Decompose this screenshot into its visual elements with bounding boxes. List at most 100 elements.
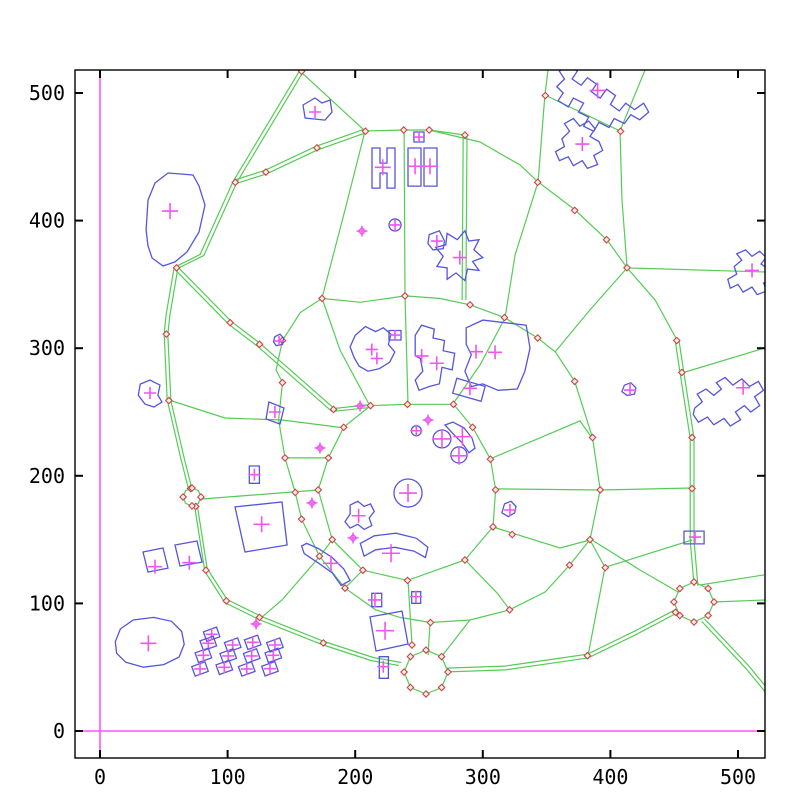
building-centroid-cross-marker: [453, 427, 472, 446]
building-centroid-cross-marker: [377, 660, 390, 673]
road-node-marker: [586, 535, 594, 544]
road-node-marker: [669, 598, 678, 606]
road-node-marker: [443, 668, 452, 677]
building-centroid-cross-marker: [194, 662, 207, 675]
building-outline: [371, 592, 383, 608]
road-node-marker: [297, 515, 306, 524]
building-outline: [264, 647, 283, 664]
road-line: [428, 129, 539, 183]
building-outline: [427, 229, 446, 251]
road-line-dual: [446, 609, 675, 669]
road-node-marker: [583, 651, 592, 660]
point-feature-cross-marker: [306, 497, 318, 509]
building-centroid-cross-marker: [462, 381, 477, 396]
road-line: [321, 297, 371, 407]
road-node-marker: [201, 566, 210, 575]
building-centroid-cross-marker: [263, 662, 276, 675]
building-centroid-cross-marker: [399, 484, 418, 503]
road-node-marker: [297, 70, 306, 76]
road-node-marker: [341, 584, 349, 593]
road-line: [591, 539, 679, 593]
building-outline: [215, 659, 234, 676]
road-node-marker: [570, 206, 579, 215]
road-node-marker: [314, 485, 323, 494]
building-outline: [137, 379, 163, 408]
road-node-marker: [500, 313, 509, 322]
road-line: [544, 94, 621, 132]
building-outline: [434, 229, 485, 282]
building-outline: [344, 500, 376, 531]
road-node-marker: [677, 368, 686, 377]
road-line: [627, 267, 765, 273]
road-line: [537, 70, 549, 182]
road-line: [492, 526, 591, 549]
building-centroid-cross-marker: [452, 250, 467, 265]
building-outline: [265, 637, 285, 653]
road-node-marker: [179, 493, 188, 501]
building-outline: [219, 647, 238, 664]
building-outline: [302, 97, 333, 121]
road-node-marker: [188, 484, 196, 493]
road-line: [699, 574, 765, 586]
building-centroid-cross-marker: [267, 649, 280, 662]
building-outline: [423, 147, 438, 187]
road-line-dual: [701, 620, 765, 692]
building-outline: [407, 147, 422, 187]
building-outline: [359, 532, 429, 559]
y-axis-tick-label: 200: [29, 464, 65, 488]
building-centroid-cross-marker: [197, 649, 210, 662]
road-line-dual: [234, 128, 365, 181]
building-centroid-cross-marker: [140, 635, 157, 652]
point-feature-cross-marker: [356, 225, 368, 237]
road-line-dual: [167, 72, 304, 489]
road-node-marker: [261, 168, 270, 177]
road-node-marker: [541, 91, 550, 100]
road-node-marker: [508, 530, 517, 539]
building-outline: [243, 634, 262, 651]
x-axis-tick-label: 500: [720, 765, 756, 789]
road-node-marker: [422, 646, 430, 655]
building-centroid-cross-marker: [421, 158, 438, 175]
road-node-marker: [188, 501, 196, 510]
building-centroid-cross-marker: [268, 406, 281, 418]
building-centroid-cross-marker: [162, 203, 179, 220]
road-line: [464, 559, 511, 611]
road-node-marker: [688, 484, 697, 493]
road-line-dual: [674, 340, 695, 587]
road-node-marker: [162, 330, 171, 339]
map-layer: [75, 70, 765, 758]
building-outline: [369, 610, 409, 652]
building-centroid-cross-marker: [218, 661, 231, 674]
building-outline: [621, 381, 637, 397]
building-outline: [413, 131, 425, 143]
road-node-marker: [328, 535, 337, 544]
building-centroid-cross-marker: [469, 344, 484, 359]
building-outline: [237, 660, 256, 677]
road-node-marker: [466, 300, 475, 309]
road-line: [619, 130, 628, 268]
road-node-marker: [255, 340, 264, 349]
road-node-marker: [319, 638, 328, 647]
road-node-marker: [704, 584, 713, 593]
road-node-marker: [533, 334, 542, 342]
building-centroid-cross-marker: [144, 386, 157, 399]
road-node-marker: [596, 485, 605, 494]
road-node-marker: [318, 294, 327, 303]
road-node-marker: [690, 618, 698, 627]
building-outline: [683, 530, 705, 545]
road-line: [619, 70, 646, 132]
point-feature-cross-marker: [347, 532, 359, 544]
road-node-marker: [400, 291, 409, 300]
road-node-marker: [704, 611, 713, 620]
road-node-marker: [688, 433, 697, 442]
road-line: [489, 420, 593, 460]
building-outline: [371, 147, 396, 189]
road-node-marker: [403, 576, 412, 585]
building-centroid-cross-marker: [589, 82, 606, 99]
building-outline: [174, 540, 203, 567]
road-node-marker: [196, 493, 205, 501]
building-centroid-cross-marker: [240, 662, 253, 675]
building-centroid-cross-marker: [370, 352, 383, 365]
building-centroid-cross-marker: [688, 531, 701, 544]
building-centroid-cross-marker: [414, 132, 424, 143]
